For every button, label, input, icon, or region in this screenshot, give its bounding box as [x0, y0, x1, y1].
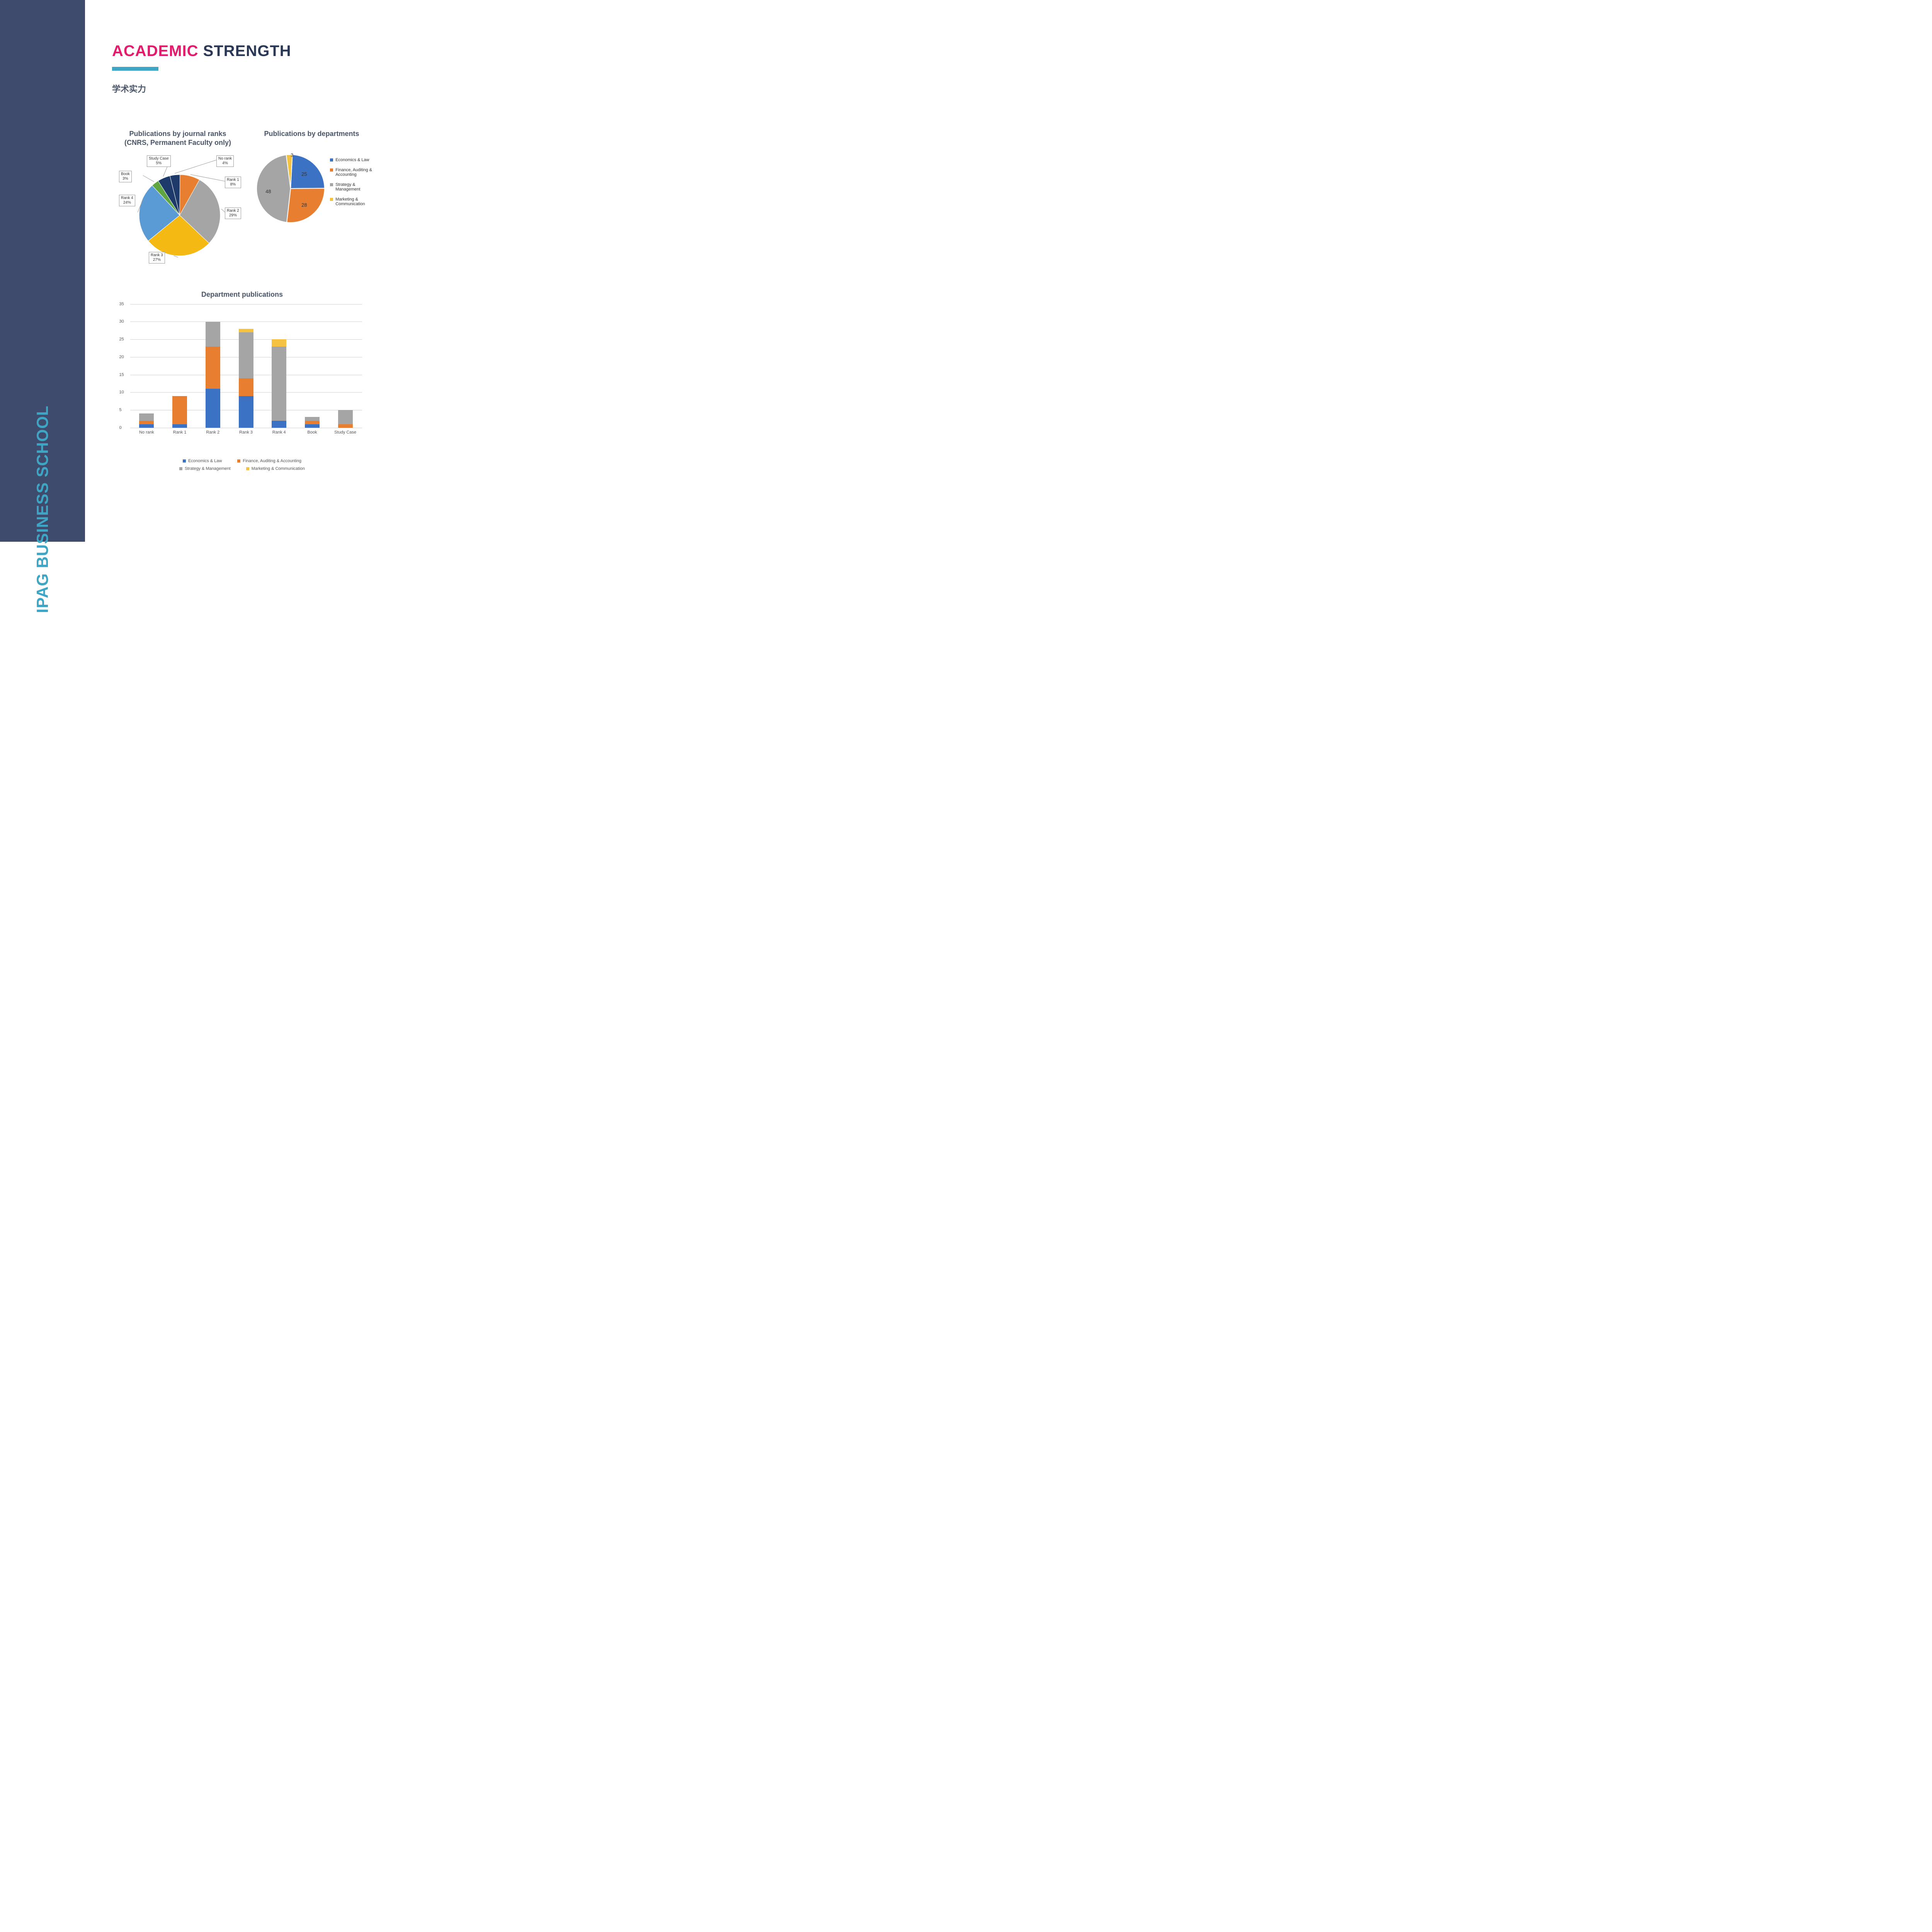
y-tick: 0	[119, 425, 122, 430]
x-label: Study Case	[332, 430, 359, 435]
bar-segment	[305, 421, 320, 424]
bar-segment	[338, 424, 353, 428]
y-tick: 35	[119, 302, 124, 306]
y-tick: 30	[119, 319, 124, 324]
legend-label: Finance, Auditing &Accounting	[335, 168, 372, 177]
legend-swatch	[330, 158, 333, 162]
legend-swatch	[237, 459, 240, 463]
y-tick: 25	[119, 337, 124, 342]
legend-swatch	[183, 459, 186, 463]
bar-segment	[305, 417, 320, 420]
y-tick: 20	[119, 355, 124, 359]
bar-segment	[172, 396, 187, 424]
grid-line	[130, 321, 362, 322]
legend-label: Strategy &Management	[335, 182, 360, 192]
bar-segment	[272, 421, 286, 428]
sidebar: IPAG BUSINESS SCHOOL	[0, 0, 85, 542]
pie1-svg	[112, 155, 243, 264]
y-tick: 10	[119, 390, 124, 395]
bar-section: Department publications 05101520253035 N…	[112, 291, 372, 471]
pie1-label-rank-2: Rank 229%	[225, 207, 241, 219]
legend-swatch	[179, 467, 182, 470]
y-tick: 5	[119, 408, 122, 412]
main-content: ACADEMIC STRENGTH 学术实力 Publications by j…	[85, 0, 399, 490]
bar-segment	[139, 421, 154, 424]
pie2-value: 25	[301, 171, 307, 177]
legend-label: Strategy & Management	[185, 466, 231, 471]
legend-swatch	[246, 467, 249, 470]
pie1-label-book: Book3%	[119, 171, 132, 182]
legend-swatch	[330, 198, 333, 201]
x-label: Rank 3	[233, 430, 260, 435]
title-underline	[112, 67, 158, 71]
bar-segment	[239, 396, 253, 428]
charts-row: Publications by journal ranks(CNRS, Perm…	[112, 129, 372, 264]
y-tick: 15	[119, 372, 124, 377]
bar-segment	[272, 339, 286, 346]
legend-label: Marketing &Communication	[335, 197, 365, 206]
legend-label: Economics & Law	[335, 158, 369, 162]
x-label: No rank	[133, 430, 160, 435]
legend-label: Marketing & Communication	[252, 466, 305, 471]
bar-segment	[239, 378, 253, 396]
bar-segment	[139, 424, 154, 428]
pie2-legend-item: Finance, Auditing &Accounting	[330, 168, 372, 177]
bar-segment	[139, 413, 154, 420]
pie1-label-rank-3: Rank 327%	[149, 252, 165, 264]
subtitle: 学术实力	[112, 82, 372, 95]
pie2-title: Publications by departments	[251, 129, 372, 138]
pie2-legend: Economics & Law Finance, Auditing &Accoun…	[330, 158, 372, 212]
bar-segment	[172, 424, 187, 428]
title-accent: ACADEMIC	[112, 43, 199, 60]
legend-label: Economics & Law	[188, 459, 222, 463]
bar-chart: 05101520253035 No rankRank 1Rank 2Rank 3…	[115, 304, 370, 443]
pie1-label-study-case: Study Case5%	[147, 155, 171, 167]
pie1-title: Publications by journal ranks(CNRS, Perm…	[112, 129, 243, 148]
pie2-legend-item: Marketing &Communication	[330, 197, 372, 206]
x-label: Rank 4	[265, 430, 293, 435]
bar-legend-item: Finance, Auditing & Accounting	[237, 459, 301, 463]
title-rest: STRENGTH	[199, 43, 291, 60]
pie2-slice	[257, 155, 291, 223]
x-label: Rank 2	[199, 430, 226, 435]
x-label: Book	[299, 430, 326, 435]
pie2-svg	[252, 150, 329, 227]
pie2-column: Publications by departments 25 28 48 3 Econ…	[251, 129, 372, 264]
legend-swatch	[330, 168, 333, 172]
bar-segment	[206, 347, 220, 389]
sidebar-brand: IPAG BUSINESS SCHOOL	[33, 405, 52, 613]
pie2-value: 28	[301, 202, 307, 208]
pie2-value: 3	[291, 152, 293, 158]
legend-label: Finance, Auditing & Accounting	[243, 459, 301, 463]
bar-legend-item: Marketing & Communication	[246, 466, 305, 471]
pie2-value: 48	[265, 189, 271, 194]
bar-segment	[338, 410, 353, 424]
bar-segment	[305, 424, 320, 428]
pie1-label-no-rank: No rank4%	[216, 155, 234, 167]
bar-segment	[239, 332, 253, 378]
bar-legend-item: Strategy & Management	[179, 466, 231, 471]
bar-segment	[239, 329, 253, 332]
bar-segment	[272, 347, 286, 421]
bar-segment	[206, 389, 220, 428]
page-title: ACADEMIC STRENGTH	[112, 43, 372, 60]
pie2-chart: 25 28 48 3	[252, 150, 329, 227]
bar-title: Department publications	[112, 291, 372, 299]
bar-segment	[206, 322, 220, 347]
pie2-row: 25 28 48 3 Economics & Law Finance, Auditing…	[251, 142, 372, 227]
bar-plot: 05101520253035	[130, 304, 362, 428]
pie1-column: Publications by journal ranks(CNRS, Perm…	[112, 129, 243, 264]
pie2-slice	[291, 155, 325, 189]
pie1-label-rank-1: Rank 18%	[225, 177, 241, 188]
pie1-label-rank-4: Rank 424%	[119, 195, 135, 206]
pie1-chart: No rank4% Rank 18% Rank 229% Rank 327% Rank …	[112, 155, 243, 264]
pie2-legend-item: Economics & Law	[330, 158, 372, 162]
legend-swatch	[330, 183, 333, 186]
x-label: Rank 1	[166, 430, 193, 435]
pie2-legend-item: Strategy &Management	[330, 182, 372, 192]
bar-legend: Economics & Law Finance, Auditing & Accou…	[112, 459, 372, 471]
bar-legend-item: Economics & Law	[183, 459, 222, 463]
